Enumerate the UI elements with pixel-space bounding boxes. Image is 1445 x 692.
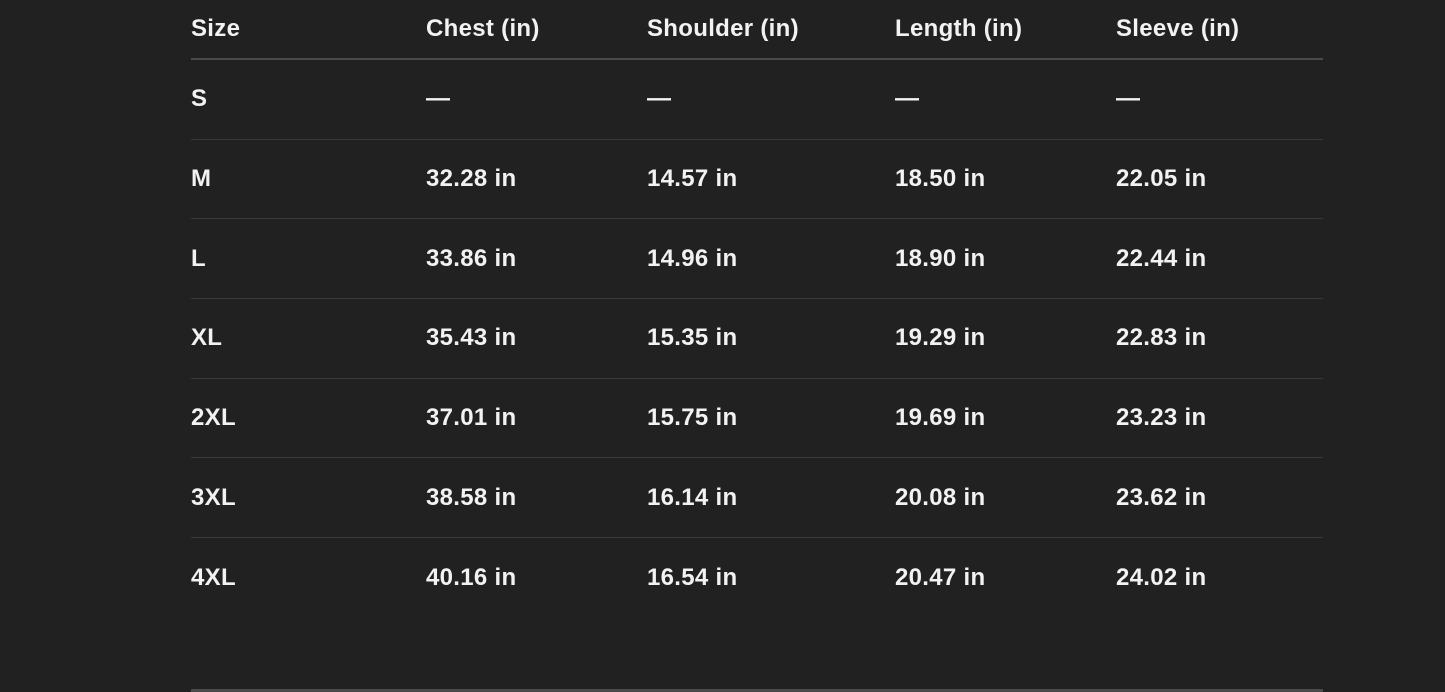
table-row: 3XL 38.58 in 16.14 in 20.08 in 23.62 in	[191, 458, 1323, 539]
cell-shoulder: 16.54 in	[647, 563, 738, 591]
cell-sleeve: 22.83 in	[1116, 324, 1207, 352]
cell-size: M	[191, 165, 212, 193]
cell-shoulder: 14.57 in	[647, 165, 738, 193]
cell-shoulder: 16.14 in	[647, 483, 738, 511]
header-size: Size	[191, 15, 241, 42]
cell-size: XL	[191, 324, 223, 352]
table-row: L 33.86 in 14.96 in 18.90 in 22.44 in	[191, 219, 1323, 300]
size-chart-table: Size Chest (in) Shoulder (in) Length (in…	[191, 0, 1323, 618]
cell-size: 3XL	[191, 483, 236, 511]
table-row: XL 35.43 in 15.35 in 19.29 in 22.83 in	[191, 299, 1323, 379]
cell-length: 19.69 in	[895, 404, 986, 432]
table-header-row: Size Chest (in) Shoulder (in) Length (in…	[191, 0, 1323, 60]
cell-size: 2XL	[191, 404, 236, 432]
cell-sleeve: —	[1116, 85, 1141, 113]
header-chest: Chest (in)	[426, 15, 540, 42]
cell-length: —	[895, 85, 920, 113]
cell-chest: —	[426, 85, 451, 113]
table-row: 4XL 40.16 in 16.54 in 20.47 in 24.02 in	[191, 538, 1323, 618]
cell-shoulder: 15.75 in	[647, 404, 738, 432]
header-sleeve: Sleeve (in)	[1116, 15, 1240, 42]
cell-chest: 37.01 in	[426, 404, 517, 432]
cell-shoulder: —	[647, 85, 672, 113]
cell-sleeve: 24.02 in	[1116, 563, 1207, 591]
header-shoulder: Shoulder (in)	[647, 15, 799, 42]
divider	[191, 689, 1323, 692]
cell-size: S	[191, 85, 208, 113]
cell-chest: 35.43 in	[426, 324, 517, 352]
cell-size: 4XL	[191, 563, 236, 591]
cell-length: 19.29 in	[895, 324, 986, 352]
cell-shoulder: 14.96 in	[647, 244, 738, 272]
cell-size: L	[191, 244, 206, 272]
cell-length: 20.08 in	[895, 483, 986, 511]
table-row: 2XL 37.01 in 15.75 in 19.69 in 23.23 in	[191, 379, 1323, 459]
cell-length: 20.47 in	[895, 563, 986, 591]
cell-sleeve: 22.05 in	[1116, 165, 1207, 193]
cell-sleeve: 23.62 in	[1116, 483, 1207, 511]
cell-chest: 38.58 in	[426, 483, 517, 511]
cell-sleeve: 22.44 in	[1116, 244, 1207, 272]
table-row: S — — — —	[191, 60, 1323, 140]
cell-length: 18.50 in	[895, 165, 986, 193]
header-length: Length (in)	[895, 15, 1023, 42]
cell-chest: 40.16 in	[426, 563, 517, 591]
cell-sleeve: 23.23 in	[1116, 404, 1207, 432]
cell-chest: 33.86 in	[426, 244, 517, 272]
cell-chest: 32.28 in	[426, 165, 517, 193]
table-row: M 32.28 in 14.57 in 18.50 in 22.05 in	[191, 140, 1323, 220]
cell-shoulder: 15.35 in	[647, 324, 738, 352]
cell-length: 18.90 in	[895, 244, 986, 272]
